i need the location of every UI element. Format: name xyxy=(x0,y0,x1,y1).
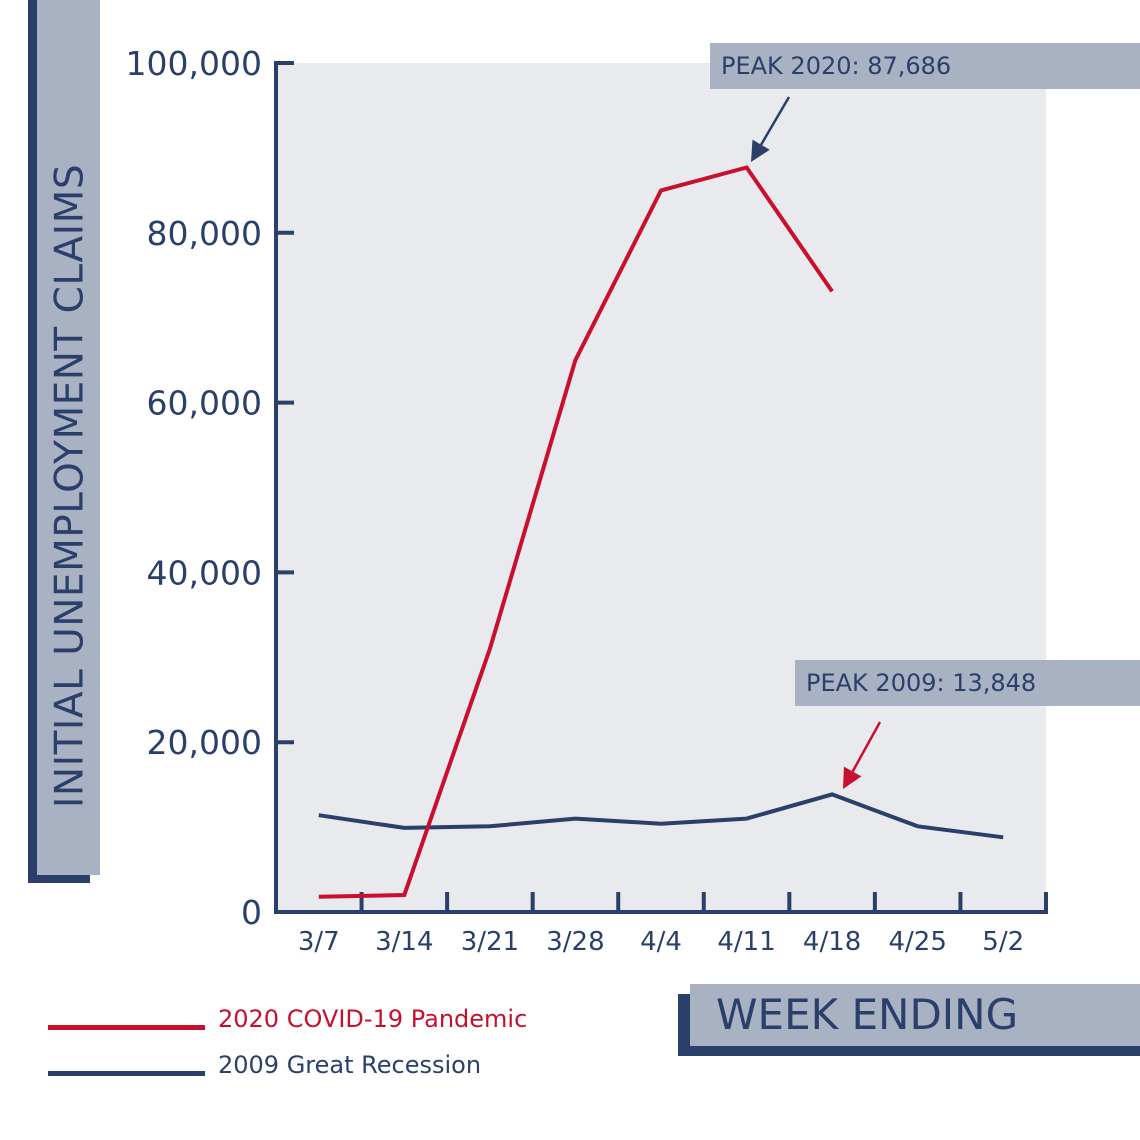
x-tick-label: 3/7 xyxy=(298,927,340,957)
annotation-arrows xyxy=(751,96,882,789)
series-line xyxy=(318,165,834,899)
x-tick-label: 4/18 xyxy=(803,927,861,957)
legend-label-2009: 2009 Great Recession xyxy=(218,1051,482,1079)
legend-line-red xyxy=(48,1025,205,1030)
y-tick-label: 20,000 xyxy=(147,723,262,762)
x-tick-label: 3/14 xyxy=(375,927,433,957)
peak-2020-annotation: PEAK 2020: 87,686 xyxy=(710,43,1140,89)
series-lines xyxy=(318,165,1004,899)
legend-item-2009: 2009 Great Recession xyxy=(48,1049,528,1089)
x-axis: 3/7 3/14 3/21 3/28 4/4 4/11 4/18 4/25 5/2 xyxy=(274,892,1048,957)
series-line xyxy=(318,792,1004,840)
y-axis-title-panel xyxy=(37,0,100,875)
y-tick-label: 40,000 xyxy=(147,553,262,592)
x-tick-label: 4/25 xyxy=(888,927,946,957)
plot-area xyxy=(276,63,1046,912)
x-tick-label: 4/4 xyxy=(640,927,682,957)
x-tick-label: 5/2 xyxy=(982,927,1024,957)
y-tick-label: 0 xyxy=(241,893,262,932)
peak-2009-annotation: PEAK 2009: 13,848 xyxy=(795,660,1140,706)
y-tick-label: 100,000 xyxy=(126,44,262,83)
legend-item-2020: 2020 COVID-19 Pandemic xyxy=(48,1003,528,1043)
y-tick-label: 60,000 xyxy=(147,384,262,423)
legend-label-2020: 2020 COVID-19 Pandemic xyxy=(218,1005,528,1033)
y-axis: 0 20,000 40,000 60,000 80,000 100,000 xyxy=(126,44,294,932)
x-axis-title: WEEK ENDING xyxy=(690,984,1140,1046)
y-tick-label: 80,000 xyxy=(147,214,262,253)
x-tick-label: 3/21 xyxy=(461,927,519,957)
x-tick-label: 3/28 xyxy=(546,927,604,957)
x-tick-label: 4/11 xyxy=(717,927,775,957)
legend-line-navy xyxy=(48,1071,205,1076)
